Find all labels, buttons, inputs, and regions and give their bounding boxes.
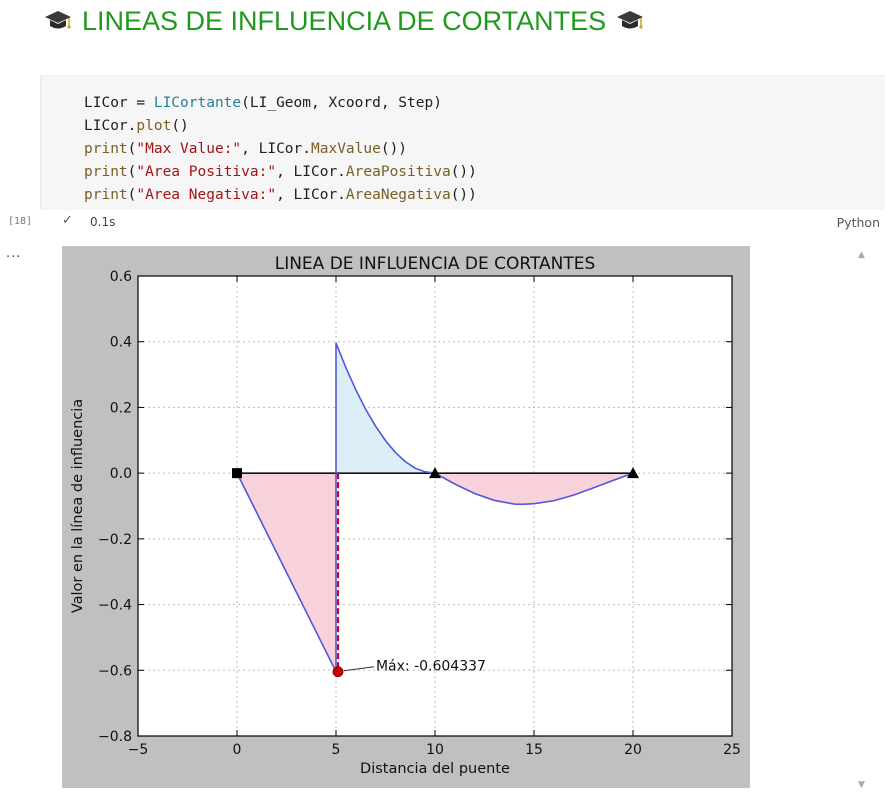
scroll-up-icon[interactable]: ▲	[858, 250, 865, 260]
max-point-marker	[332, 666, 344, 678]
code-token: LICortante	[153, 95, 242, 111]
code-token: LICor =	[84, 95, 154, 111]
y-tick-label: −0.8	[98, 729, 132, 745]
scroll-down-icon[interactable]: ▼	[858, 780, 865, 790]
code-token: AreaNegativa	[345, 187, 451, 203]
x-tick-label: 15	[525, 742, 543, 758]
x-tick-label: 10	[426, 742, 444, 758]
code-editor[interactable]: LICor = LICortante(LI_Geom, Xcoord, Step…	[40, 75, 885, 210]
code-token: "Max Value:"	[136, 141, 242, 157]
checkmark-icon: ✓	[62, 213, 73, 228]
kernel-language[interactable]: Python	[836, 215, 880, 230]
y-tick-label: −0.2	[98, 532, 132, 548]
x-tick-label: 25	[723, 742, 741, 758]
x-tick-label: 5	[332, 742, 341, 758]
code-token: , LICor.	[276, 164, 346, 180]
code-line[interactable]: LICor = LICortante(LI_Geom, Xcoord, Step…	[84, 95, 442, 111]
code-token: (	[127, 187, 137, 203]
code-line[interactable]: print("Max Value:", LICor.MaxValue())	[84, 141, 407, 157]
support-marker-square	[232, 468, 242, 479]
code-token: MaxValue	[311, 141, 381, 157]
code-token: ())	[450, 164, 477, 180]
code-token: , LICor.	[276, 187, 346, 203]
code-token: AreaPositiva	[345, 164, 451, 180]
code-token: LICor.	[84, 118, 137, 134]
code-token: (	[127, 164, 137, 180]
graduation-cap-icon	[45, 11, 71, 29]
heading-title: LINEAS DE INFLUENCIA DE CORTANTES	[82, 5, 607, 36]
code-line[interactable]: LICor.plot()	[84, 118, 189, 134]
notebook-heading: LINEAS DE INFLUENCIA DE CORTANTES	[44, 4, 644, 38]
code-line[interactable]: print("Area Negativa:", LICor.AreaNegati…	[84, 187, 477, 203]
y-tick-label: 0.2	[110, 400, 132, 416]
code-token: plot	[136, 118, 172, 134]
code-token: ())	[450, 187, 477, 203]
y-tick-label: 0.6	[110, 269, 132, 285]
code-content[interactable]: LICor = LICortante(LI_Geom, Xcoord, Step…	[84, 92, 477, 207]
code-token: ()	[171, 118, 189, 134]
execution-count: [18]	[8, 216, 33, 227]
code-token: print	[84, 164, 128, 180]
code-token: ())	[380, 141, 408, 157]
code-token: print	[84, 187, 128, 203]
y-tick-label: −0.4	[98, 598, 132, 614]
y-tick-label: 0.4	[110, 335, 132, 351]
x-tick-label: −5	[128, 742, 149, 758]
y-axis-label: Valor en la línea de influencia	[70, 399, 86, 613]
output-more-button[interactable]: ...	[6, 246, 22, 261]
code-cell[interactable]: LICor = LICortante(LI_Geom, Xcoord, Step…	[40, 75, 885, 237]
influence-line-chart: Máx: -0.604337 −5 0 5 10 15 20 25 −0.8 −0.6 −0.4 −0…	[62, 246, 750, 788]
code-token: (LI_Geom, Xcoord, Step)	[241, 95, 442, 111]
code-line[interactable]: print("Area Positiva:", LICor.AreaPositi…	[84, 164, 477, 180]
max-annotation: Máx: -0.604337	[376, 659, 486, 675]
support-marker-triangle	[429, 467, 441, 479]
execution-time: 0.1s	[90, 215, 116, 229]
code-token: , LICor.	[241, 141, 311, 157]
x-axis-label: Distancia del puente	[360, 761, 510, 777]
x-tick-label: 0	[233, 742, 242, 758]
y-tick-label: 0.0	[110, 466, 132, 482]
support-marker-triangle	[627, 467, 639, 479]
annotation-arrow	[343, 666, 375, 672]
graduation-cap-icon	[617, 11, 644, 29]
code-token: (	[127, 141, 137, 157]
output-figure: Máx: -0.604337 −5 0 5 10 15 20 25 −0.8 −0.6 −0.4 −0…	[62, 246, 750, 788]
code-token: "Area Positiva:"	[136, 164, 277, 180]
y-tick-label: −0.6	[98, 663, 132, 679]
code-token: "Area Negativa:"	[136, 187, 277, 203]
chart-title: LINEA DE INFLUENCIA DE CORTANTES	[275, 254, 596, 274]
series-line	[236, 342, 634, 672]
positive-area	[336, 343, 435, 474]
x-tick-label: 20	[624, 742, 642, 758]
code-token: print	[84, 141, 128, 157]
